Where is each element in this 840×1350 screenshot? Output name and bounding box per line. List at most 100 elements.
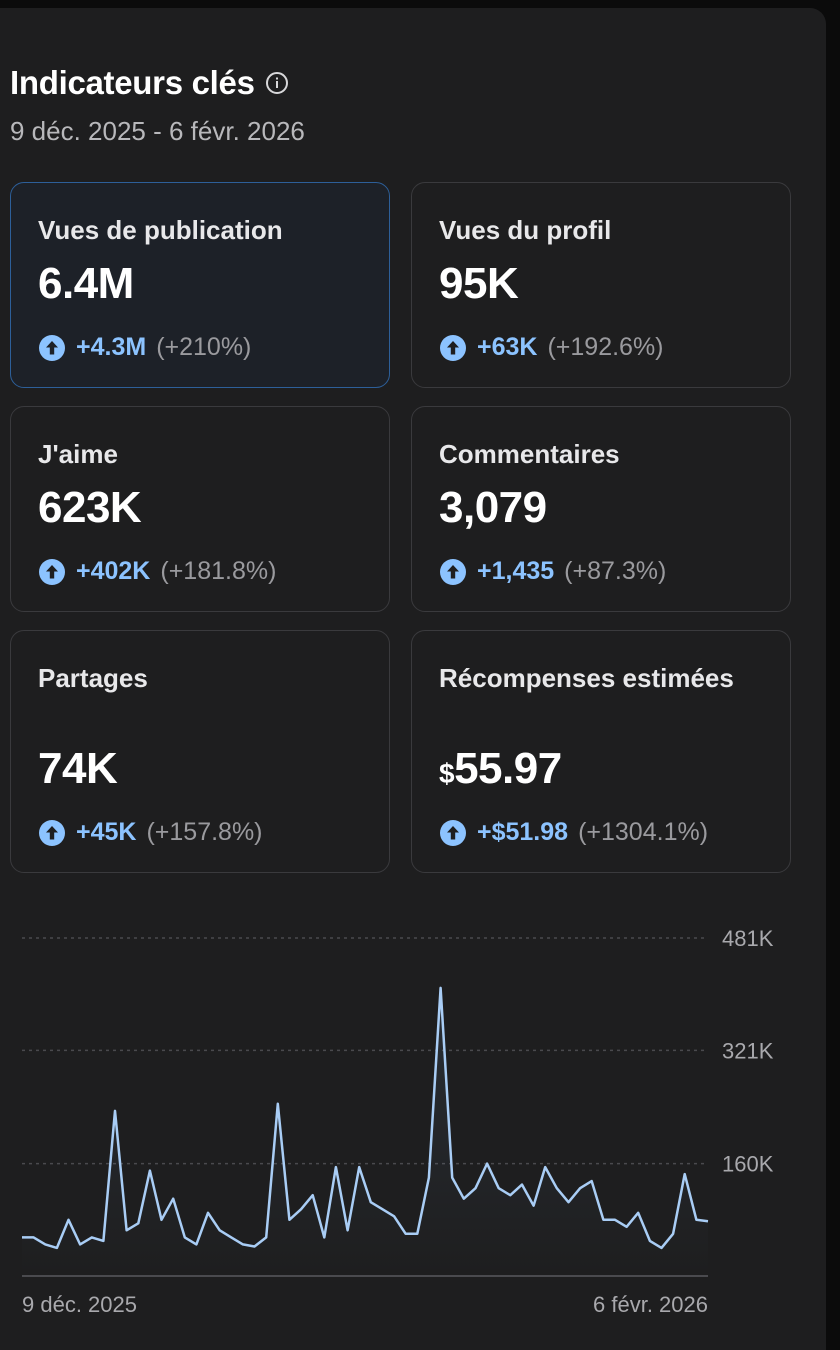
chart-data-point: [103, 1240, 105, 1242]
chart-data-point: [498, 1187, 500, 1189]
metric-card-shares[interactable]: Partages 74K +45K (+157.8%): [10, 630, 390, 873]
chart-data-point: [696, 1219, 698, 1221]
chart-data-point: [114, 1110, 116, 1112]
metric-label: Récompenses estimées: [439, 663, 734, 693]
metric-card-estimated-rewards[interactable]: Récompenses estimées $55.97 +$51.98 (+13…: [411, 630, 791, 873]
arrow-up-circle-icon: [439, 558, 467, 586]
chart-data-point: [382, 1208, 384, 1210]
chart-data-point: [405, 1233, 407, 1235]
delta-percent: (+87.3%): [564, 557, 667, 585]
chart-data-point: [591, 1180, 593, 1182]
chart-data-point: [138, 1223, 140, 1225]
metric-label: Commentaires: [439, 439, 620, 469]
chart-data-point: [33, 1237, 35, 1239]
chart-data-point: [219, 1230, 221, 1232]
chart-data-point: [707, 1220, 709, 1222]
metric-value: 74K: [38, 744, 118, 793]
chart-data-point: [486, 1163, 488, 1165]
chart-data-point: [463, 1198, 465, 1200]
arrow-up-circle-icon: [38, 819, 66, 847]
date-range[interactable]: 9 déc. 2025 - 6 févr. 2026: [10, 116, 305, 146]
chart-x-tick-label: 6 févr. 2026: [593, 1292, 708, 1317]
chart-data-point: [149, 1170, 151, 1172]
chart-grid: [22, 937, 708, 1165]
chart-y-tick-labels: 481K 321K 160K: [722, 926, 774, 1177]
metric-amount: 55.97: [454, 744, 562, 793]
chart-data-point: [556, 1187, 558, 1189]
title-row: Indicateurs clés: [10, 64, 289, 102]
chart-x-tick-label: 9 déc. 2025: [22, 1292, 137, 1317]
chart-data-point: [335, 1166, 337, 1168]
metric-card-profile-views[interactable]: Vues du profil 95K +63K (+192.6%): [411, 182, 791, 388]
metric-value: 6.4M: [38, 259, 134, 308]
chart-data-point: [475, 1187, 477, 1189]
chart-data-point: [207, 1212, 209, 1214]
chart-data-point: [440, 987, 442, 989]
arrow-up-circle-icon: [439, 334, 467, 362]
chart-x-tick-labels: 9 déc. 2025 6 févr. 2026: [22, 1292, 708, 1317]
delta-percent: (+1304.1%): [578, 818, 709, 846]
chart-data-point: [358, 1166, 360, 1168]
chart-data-point: [661, 1247, 663, 1249]
metric-delta: +402K (+181.8%): [38, 557, 276, 586]
chart-data-point: [521, 1184, 523, 1186]
metric-label: Partages: [38, 663, 148, 693]
delta-percent: (+192.6%): [547, 333, 664, 361]
chart-data-point: [417, 1233, 419, 1235]
metric-value: 3,079: [439, 483, 547, 532]
metric-delta: +63K (+192.6%): [439, 333, 664, 362]
chart-data-point: [347, 1230, 349, 1232]
chart-data-point: [21, 1237, 23, 1239]
chart-data-point: [614, 1219, 616, 1221]
delta-absolute: +4.3M: [76, 333, 147, 361]
chart-data-point: [324, 1237, 326, 1239]
chart-data-point: [626, 1226, 628, 1228]
chart-y-tick-label: 481K: [722, 926, 774, 951]
chart-data-point: [126, 1230, 128, 1232]
metric-value: 95K: [439, 259, 519, 308]
delta-absolute: +45K: [76, 818, 137, 846]
delta-absolute: +63K: [477, 333, 538, 361]
chart-area-fill: [22, 987, 708, 1276]
metric-label: Vues du profil: [439, 215, 612, 245]
info-circle-icon[interactable]: [265, 71, 289, 95]
chart-data-point: [393, 1216, 395, 1218]
metric-label: J'aime: [38, 439, 118, 469]
chart-data-point: [544, 1166, 546, 1168]
chart-data-point: [265, 1237, 267, 1239]
chart-data-point: [79, 1244, 81, 1246]
metric-value: $55.97: [439, 744, 562, 794]
chart-data-point: [637, 1212, 639, 1214]
chart-data-point: [231, 1237, 233, 1239]
chart-data-point: [91, 1237, 93, 1239]
chart-data-point: [568, 1201, 570, 1203]
chart-data-point: [451, 1177, 453, 1179]
chart-data-point: [161, 1219, 163, 1221]
chart-data-point: [300, 1208, 302, 1210]
page-title: Indicateurs clés: [10, 64, 255, 101]
metric-label: Vues de publication: [38, 215, 283, 245]
currency-symbol: $: [439, 758, 455, 789]
chart-data-point: [428, 1177, 430, 1179]
delta-absolute: +$51.98: [477, 818, 569, 846]
metric-delta: +45K (+157.8%): [38, 818, 263, 847]
chart-data-point: [289, 1219, 291, 1221]
arrow-up-circle-icon: [439, 819, 467, 847]
chart-data-point: [649, 1240, 651, 1242]
chart-data-point: [45, 1244, 47, 1246]
delta-percent: (+210%): [156, 333, 252, 361]
metric-delta: +4.3M (+210%): [38, 333, 251, 362]
post-views-chart[interactable]: 481K 321K 160K 9 déc. 2025 6 févr. 2026: [0, 908, 826, 1328]
chart-data-point: [56, 1247, 58, 1249]
chart-data-point: [672, 1233, 674, 1235]
chart-data-point: [603, 1219, 605, 1221]
metric-card-post-views[interactable]: Vues de publication 6.4M +4.3M (+210%): [10, 182, 390, 388]
chart-data-point: [510, 1194, 512, 1196]
metric-delta: +$51.98 (+1304.1%): [439, 818, 708, 847]
delta-absolute: +402K: [76, 557, 151, 585]
metric-card-comments[interactable]: Commentaires 3,079 +1,435 (+87.3%): [411, 406, 791, 612]
chart-data-point: [533, 1205, 535, 1207]
chart-data-point: [196, 1244, 198, 1246]
metric-card-likes[interactable]: J'aime 623K +402K (+181.8%): [10, 406, 390, 612]
chart-y-tick-label: 321K: [722, 1038, 774, 1063]
